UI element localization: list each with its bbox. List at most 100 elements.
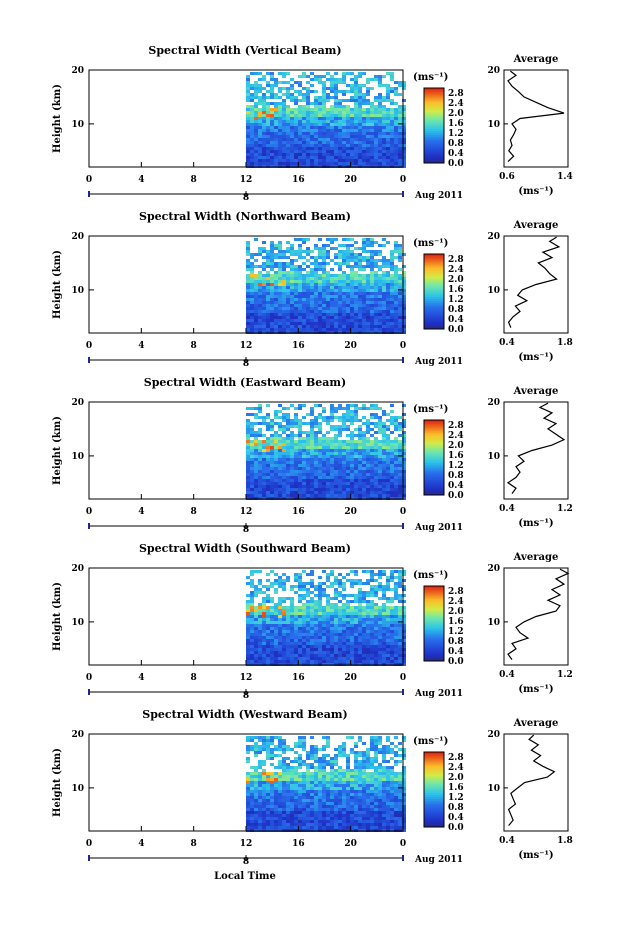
panel2-cell bbox=[394, 313, 398, 316]
panel5-cell bbox=[342, 742, 346, 745]
panel3-cell bbox=[274, 440, 278, 443]
panel4-cell bbox=[354, 630, 358, 633]
panel3-colorbar-swatch bbox=[424, 442, 444, 445]
panel4-cell bbox=[302, 627, 306, 630]
panel2-cell bbox=[358, 307, 362, 310]
panel5-cell bbox=[310, 763, 314, 766]
panel5-cell bbox=[338, 745, 342, 748]
panel1-colorbar-swatch bbox=[424, 159, 444, 162]
panel1-cell bbox=[298, 153, 302, 156]
panel5-cell bbox=[322, 766, 326, 769]
panel3-colorbar-swatch bbox=[424, 472, 444, 475]
panel4-cell bbox=[338, 633, 342, 636]
panel2-cell bbox=[354, 316, 358, 319]
panel3-cell bbox=[258, 488, 262, 491]
panel2-cell bbox=[374, 301, 378, 304]
panel1-cell bbox=[338, 108, 342, 111]
panel2-cell bbox=[378, 307, 382, 310]
panel4-profile-line bbox=[507, 568, 570, 660]
panel4-cell bbox=[366, 594, 370, 597]
panel1-colorbar-swatch bbox=[424, 101, 444, 104]
panel3-cell bbox=[310, 494, 314, 497]
panel1-cell bbox=[274, 102, 278, 105]
panel4-cell bbox=[350, 570, 354, 573]
panel2-title: Spectral Width (Northward Beam) bbox=[139, 210, 351, 223]
panel5-cell bbox=[374, 769, 378, 772]
panel1-cell bbox=[298, 138, 302, 141]
panel1-cell bbox=[366, 87, 370, 90]
panel5-cell bbox=[362, 763, 366, 766]
panel5-cell bbox=[298, 763, 302, 766]
panel1-cell bbox=[246, 153, 250, 156]
panel4-cell bbox=[250, 630, 254, 633]
panel5-cell bbox=[270, 763, 274, 766]
panel4-cell bbox=[310, 618, 314, 621]
panel3-cell bbox=[290, 485, 294, 488]
panel1-cell bbox=[278, 144, 282, 147]
panel3-cell bbox=[330, 407, 334, 410]
panel3-cell bbox=[370, 482, 374, 485]
panel1-cell bbox=[398, 120, 402, 123]
panel4-cell bbox=[338, 630, 342, 633]
panel1-cell bbox=[402, 123, 406, 126]
panel5-cell bbox=[374, 745, 378, 748]
panel2-cell bbox=[378, 322, 382, 325]
panel1-cell bbox=[290, 138, 294, 141]
panel4-cell bbox=[322, 633, 326, 636]
panel2-cell bbox=[270, 286, 274, 289]
panel2-colorbar-swatch bbox=[424, 261, 444, 264]
panel2-cell bbox=[378, 283, 382, 286]
panel2-cell bbox=[270, 310, 274, 313]
panel4-colorbar-swatch bbox=[424, 599, 444, 602]
panel3-cell bbox=[298, 404, 302, 407]
panel1-cell bbox=[402, 120, 406, 123]
panel4-cell bbox=[298, 642, 302, 645]
panel4-cell bbox=[370, 579, 374, 582]
panel4-cell bbox=[254, 627, 258, 630]
panel3-cell bbox=[390, 419, 394, 422]
panel1-cell bbox=[290, 162, 294, 165]
panel1-cell bbox=[294, 96, 298, 99]
panel2-cell bbox=[310, 298, 314, 301]
panel5-cell bbox=[346, 736, 350, 739]
panel1-cell bbox=[350, 120, 354, 123]
panel1-cell bbox=[246, 117, 250, 120]
panel2-cell bbox=[322, 295, 326, 298]
panel4-cell bbox=[342, 621, 346, 624]
panel2-cell bbox=[270, 274, 274, 277]
panel2-cell bbox=[258, 280, 262, 283]
panel4-cell bbox=[246, 657, 250, 660]
panel3-cell bbox=[246, 437, 250, 440]
panel2-cell bbox=[342, 319, 346, 322]
panel5-cell bbox=[270, 757, 274, 760]
panel3-cell bbox=[290, 479, 294, 482]
panel5-cell bbox=[274, 745, 278, 748]
panel1-cell bbox=[346, 141, 350, 144]
panel3-colorbar-swatch bbox=[424, 420, 444, 423]
panel4-cell bbox=[250, 570, 254, 573]
panel1-cell bbox=[274, 150, 278, 153]
panel2-cell bbox=[278, 316, 282, 319]
panel1-cell bbox=[250, 111, 254, 114]
panel4-cell bbox=[318, 585, 322, 588]
panel3-colorbar-swatch bbox=[424, 459, 444, 462]
panel1-cell bbox=[262, 108, 266, 111]
panel2-cell bbox=[270, 307, 274, 310]
panel4-cell bbox=[266, 621, 270, 624]
panel3-cell bbox=[370, 467, 374, 470]
panel1-cell bbox=[402, 87, 406, 90]
panel3-cell bbox=[310, 434, 314, 437]
panel3-cell bbox=[390, 422, 394, 425]
panel1-cell bbox=[282, 126, 286, 129]
panel2-cell bbox=[282, 271, 286, 274]
panel2-cell bbox=[262, 295, 266, 298]
panel2-cell bbox=[354, 292, 358, 295]
panel3-cell bbox=[354, 428, 358, 431]
panel2-cell bbox=[354, 280, 358, 283]
panel1-cell bbox=[318, 102, 322, 105]
panel4-cell bbox=[262, 624, 266, 627]
panel3-cell bbox=[366, 428, 370, 431]
panel1-cell bbox=[266, 162, 270, 165]
panel3-cell bbox=[282, 413, 286, 416]
panel4-cell bbox=[338, 591, 342, 594]
